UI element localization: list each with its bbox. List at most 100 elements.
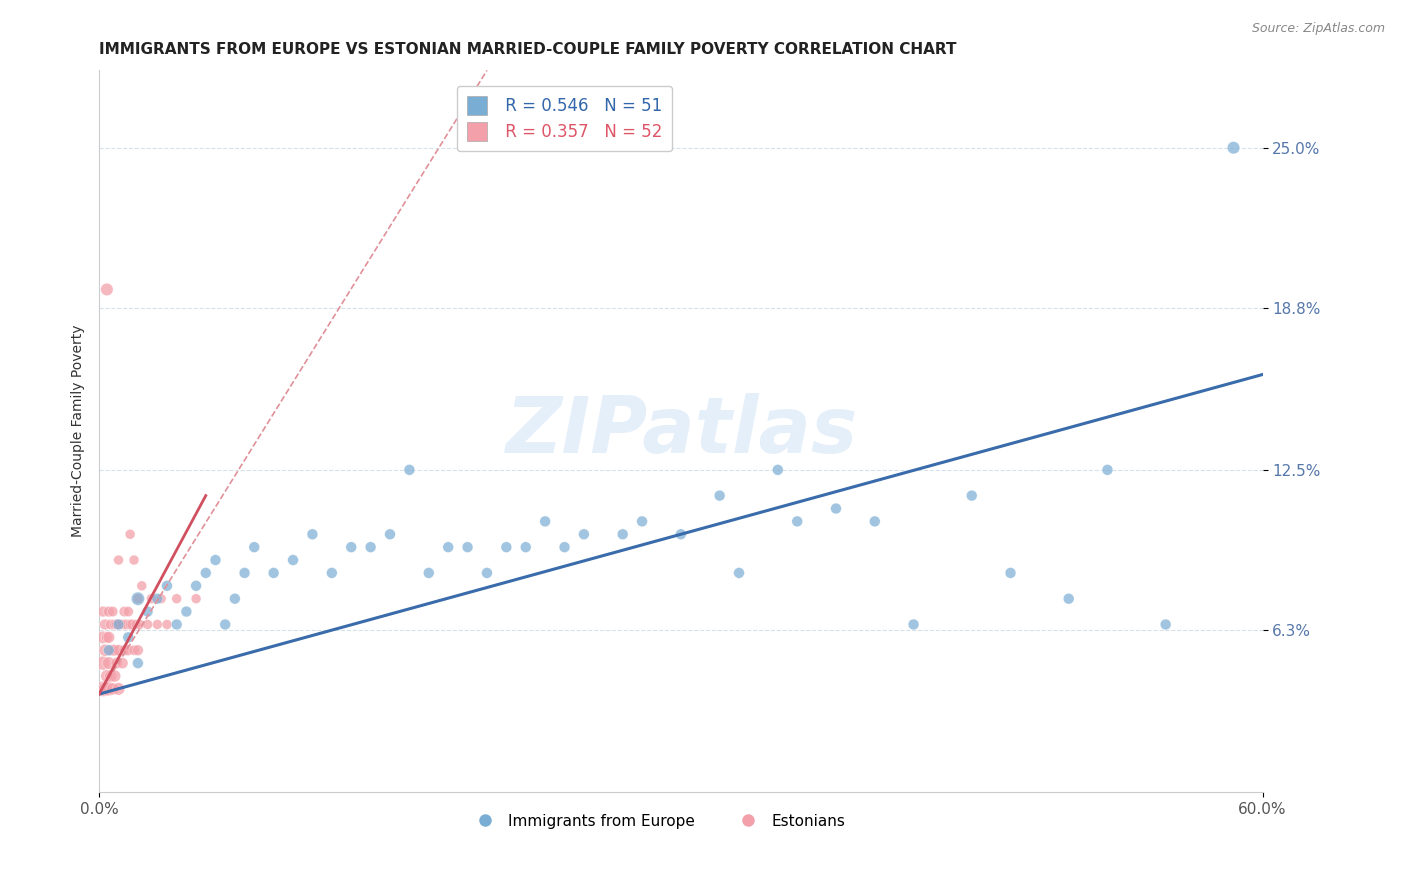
Point	[100, 617, 122, 632]
Point	[127, 591, 149, 606]
Point	[184, 591, 207, 606]
Point	[495, 540, 517, 554]
Point	[112, 643, 135, 657]
Point	[127, 656, 149, 670]
Point	[117, 605, 139, 619]
Point	[554, 540, 576, 554]
Point	[100, 669, 122, 683]
Legend: Immigrants from Europe, Estonians: Immigrants from Europe, Estonians	[464, 807, 852, 835]
Point	[378, 527, 401, 541]
Point	[91, 681, 114, 696]
Point	[107, 681, 129, 696]
Point	[150, 591, 173, 606]
Point	[1222, 141, 1244, 155]
Point	[475, 566, 498, 580]
Point	[104, 617, 127, 632]
Point	[360, 540, 382, 554]
Point	[101, 681, 124, 696]
Point	[97, 605, 120, 619]
Point	[111, 656, 134, 670]
Point	[176, 605, 198, 619]
Point	[281, 553, 304, 567]
Point	[105, 617, 128, 632]
Point	[128, 617, 150, 632]
Point	[243, 540, 266, 554]
Point	[94, 617, 117, 632]
Point	[457, 540, 479, 554]
Point	[631, 515, 654, 529]
Point	[97, 681, 120, 696]
Point	[101, 605, 124, 619]
Point	[107, 553, 129, 567]
Point	[1057, 591, 1080, 606]
Point	[340, 540, 363, 554]
Point	[146, 617, 169, 632]
Point	[224, 591, 246, 606]
Y-axis label: Married-Couple Family Poverty: Married-Couple Family Poverty	[72, 325, 86, 538]
Point	[825, 501, 848, 516]
Point	[1154, 617, 1177, 632]
Point	[122, 553, 145, 567]
Point	[156, 579, 179, 593]
Text: Source: ZipAtlas.com: Source: ZipAtlas.com	[1251, 22, 1385, 36]
Point	[101, 643, 124, 657]
Point	[194, 566, 217, 580]
Point	[97, 656, 120, 670]
Point	[105, 656, 128, 670]
Point	[263, 566, 285, 580]
Point	[96, 669, 118, 683]
Point	[91, 605, 114, 619]
Point	[91, 631, 114, 645]
Point	[534, 515, 557, 529]
Point	[166, 617, 188, 632]
Point	[572, 527, 595, 541]
Point	[104, 643, 127, 657]
Point	[204, 553, 226, 567]
Point	[112, 605, 135, 619]
Point	[786, 515, 808, 529]
Text: ZIPatlas: ZIPatlas	[505, 393, 858, 469]
Point	[398, 463, 420, 477]
Point	[96, 631, 118, 645]
Point	[94, 643, 117, 657]
Point	[121, 617, 143, 632]
Point	[1000, 566, 1022, 580]
Point	[437, 540, 460, 554]
Point	[115, 617, 138, 632]
Point	[120, 617, 142, 632]
Point	[515, 540, 537, 554]
Point	[301, 527, 323, 541]
Point	[120, 527, 142, 541]
Point	[94, 681, 117, 696]
Point	[107, 617, 129, 632]
Point	[418, 566, 440, 580]
Point	[960, 489, 983, 503]
Text: IMMIGRANTS FROM EUROPE VS ESTONIAN MARRIED-COUPLE FAMILY POVERTY CORRELATION CHA: IMMIGRANTS FROM EUROPE VS ESTONIAN MARRI…	[100, 42, 956, 57]
Point	[125, 617, 148, 632]
Point	[863, 515, 886, 529]
Point	[91, 656, 114, 670]
Point	[136, 617, 159, 632]
Point	[612, 527, 634, 541]
Point	[156, 617, 179, 632]
Point	[766, 463, 789, 477]
Point	[117, 643, 139, 657]
Point	[903, 617, 925, 632]
Point	[127, 591, 149, 606]
Point	[97, 643, 120, 657]
Point	[97, 631, 120, 645]
Point	[166, 591, 188, 606]
Point	[127, 643, 149, 657]
Point	[233, 566, 256, 580]
Point	[1097, 463, 1119, 477]
Point	[146, 591, 169, 606]
Point	[104, 669, 127, 683]
Point	[107, 617, 129, 632]
Point	[184, 579, 207, 593]
Point	[136, 605, 159, 619]
Point	[96, 283, 118, 297]
Point	[669, 527, 692, 541]
Point	[117, 631, 139, 645]
Point	[141, 591, 163, 606]
Point	[728, 566, 751, 580]
